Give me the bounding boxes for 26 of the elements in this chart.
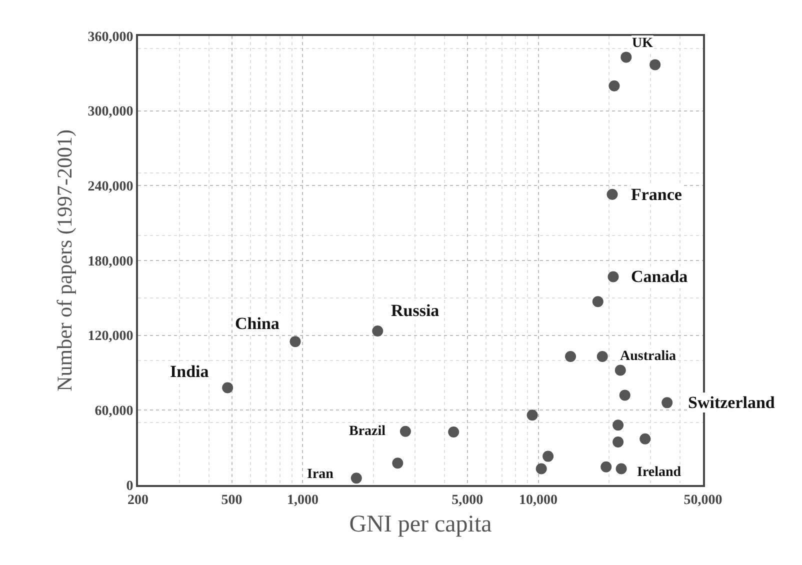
y-axis-title: Number of papers (1997-2001) <box>52 130 76 392</box>
x-tick-label: 10,000 <box>519 492 558 508</box>
annotation: Brazil <box>349 424 386 439</box>
x-tick-label: 1,000 <box>286 492 318 508</box>
y-tick-label: 60,000 <box>94 404 134 420</box>
y-tick-label: 0 <box>126 478 134 494</box>
x-tick-label: 50,000 <box>684 492 722 508</box>
annotation: Iran <box>307 467 334 482</box>
y-tick-label: 360,000 <box>88 30 134 45</box>
x-axis-title: GNI per capita <box>349 512 492 538</box>
annotation: Switzerland <box>688 393 776 412</box>
y-tick-label: 240,000 <box>88 180 134 195</box>
annotation: India <box>170 362 210 381</box>
y-tick-label: 180,000 <box>88 254 134 270</box>
x-tick-label: 200 <box>128 492 148 508</box>
annotation: China <box>235 314 280 333</box>
annotation: France <box>631 185 682 204</box>
annotation: Ireland <box>637 465 682 480</box>
y-tick-label: 120,000 <box>88 329 134 344</box>
x-tick-label: 500 <box>221 492 242 508</box>
annotation: UK <box>632 36 654 51</box>
x-tick-label: 5,000 <box>452 492 484 508</box>
annotation: Canada <box>631 267 688 286</box>
annotation: Russia <box>391 301 440 320</box>
y-tick-label: 300,000 <box>88 104 134 120</box>
annotation: Australia <box>620 349 676 364</box>
